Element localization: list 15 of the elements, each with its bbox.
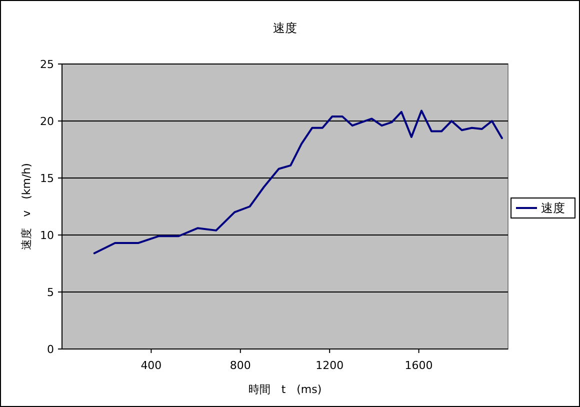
chart-title: 速度: [273, 21, 297, 35]
line-series: [93, 110, 503, 254]
x-axis-title: 時間 t (ms): [248, 383, 322, 396]
y-tick-label: 0: [47, 342, 54, 356]
y-tick-label: 5: [47, 286, 54, 299]
y-tick-label: 15: [40, 172, 54, 185]
y-tick-label: 20: [40, 114, 54, 128]
y-axis-title: 速度 v (km/h): [20, 163, 33, 250]
y-tick-label: 25: [40, 58, 54, 71]
x-tick-label: 400: [140, 359, 162, 372]
y-tick-label: 10: [40, 228, 54, 242]
x-tick-label: 1200: [316, 359, 344, 372]
x-tick-label: 800: [230, 359, 251, 372]
x-tick-label: 1600: [404, 359, 433, 372]
legend-label: 速度: [541, 201, 565, 216]
